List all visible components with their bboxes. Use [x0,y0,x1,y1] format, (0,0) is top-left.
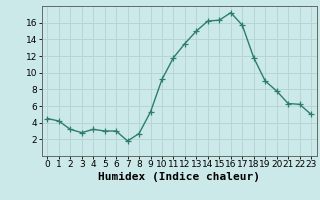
X-axis label: Humidex (Indice chaleur): Humidex (Indice chaleur) [98,172,260,182]
